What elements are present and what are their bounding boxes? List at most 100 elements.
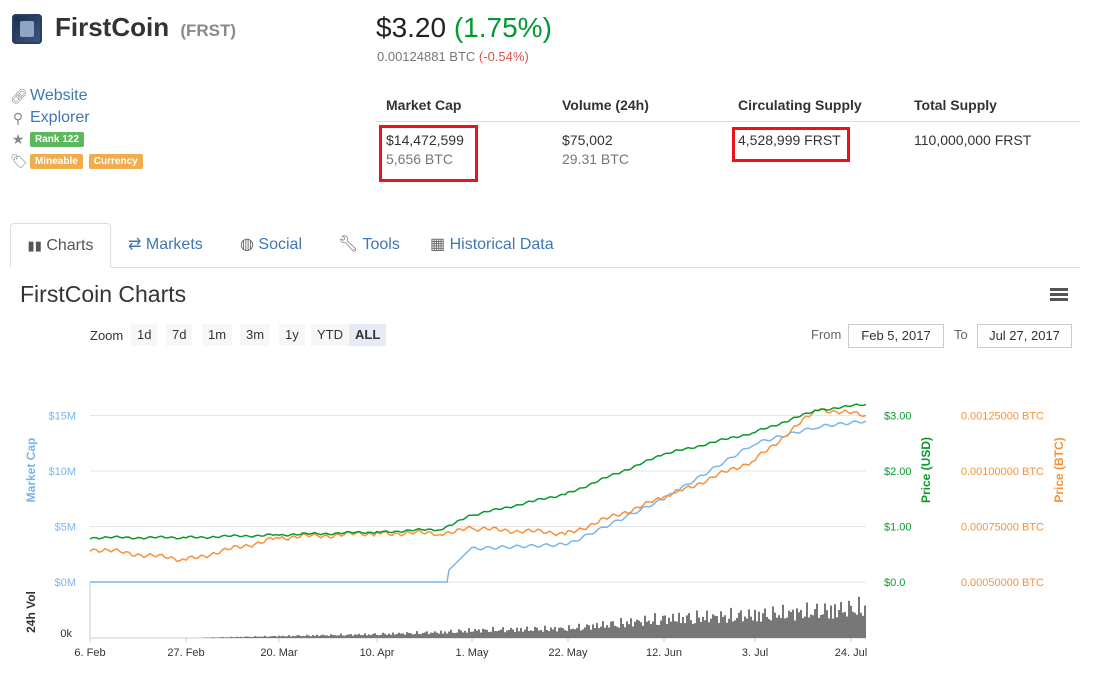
volume-bars bbox=[202, 596, 866, 638]
tab-charts-label[interactable]: Charts bbox=[46, 237, 94, 254]
volume-bar bbox=[802, 618, 804, 638]
zoom-all-button[interactable]: ALL bbox=[349, 324, 387, 346]
menu-icon[interactable] bbox=[1050, 288, 1068, 302]
website-link[interactable]: 🔗︎ Website bbox=[10, 87, 88, 105]
zoom-1d-button[interactable]: 1d bbox=[131, 324, 158, 346]
volume-bar bbox=[278, 635, 280, 638]
volume-bar bbox=[362, 635, 364, 638]
volume-bar bbox=[492, 626, 494, 638]
tab-historical-label[interactable]: Historical Data bbox=[449, 236, 554, 253]
to-date-input[interactable]: Jul 27, 2017 bbox=[977, 324, 1072, 348]
rank-badge: Rank 122 bbox=[30, 132, 84, 147]
volume-bar bbox=[490, 631, 492, 638]
volume-bar bbox=[620, 618, 622, 638]
volume-bar bbox=[232, 637, 234, 638]
zoom-1y-button[interactable]: 1y bbox=[279, 324, 305, 346]
volume-bar bbox=[826, 610, 828, 638]
volume-bar bbox=[808, 617, 810, 638]
volume-bar bbox=[444, 631, 446, 638]
volume-bar bbox=[274, 635, 276, 638]
price-chart: $0M $5M $10M $15M $0.0 $1.00 $2.00 $3.00 0.00050… bbox=[24, 403, 1066, 659]
zoom-3m-button[interactable]: 3m bbox=[240, 324, 271, 346]
explorer-link[interactable]: ⚲ Explorer bbox=[10, 109, 90, 127]
volume-bar bbox=[580, 630, 582, 638]
from-date-input[interactable]: Feb 5, 2017 bbox=[848, 324, 944, 348]
volume-bar bbox=[616, 626, 618, 638]
volume-bar bbox=[292, 636, 294, 638]
volume-btc: 29.31 BTC bbox=[562, 151, 629, 167]
exchange-icon: ⇄ bbox=[128, 236, 142, 253]
volume-bar bbox=[764, 608, 766, 638]
left-axis-tick: $10M bbox=[48, 466, 76, 478]
star-icon: ★ bbox=[11, 131, 25, 147]
stats-table: Market Cap Volume (24h) Circulating Supp… bbox=[376, 88, 1080, 167]
volume-bar bbox=[832, 618, 834, 638]
volume-bar bbox=[782, 604, 784, 638]
website-label[interactable]: Website bbox=[30, 87, 88, 104]
volume-bar bbox=[674, 621, 676, 638]
volume-bar bbox=[348, 634, 350, 638]
header-total-supply: Total Supply bbox=[914, 96, 997, 113]
usd-axis-tick: $1.00 bbox=[884, 522, 912, 534]
volume-bar bbox=[512, 629, 514, 638]
volume-bar bbox=[790, 612, 792, 638]
volume-bar bbox=[514, 631, 516, 638]
volume-bar bbox=[668, 617, 670, 638]
volume-bar bbox=[418, 633, 420, 638]
volume-bar bbox=[470, 631, 472, 638]
volume-bar bbox=[430, 632, 432, 638]
volume-bar bbox=[570, 629, 572, 638]
volume-bar bbox=[316, 634, 318, 638]
tab-social-label[interactable]: Social bbox=[258, 236, 302, 253]
explorer-label[interactable]: Explorer bbox=[30, 109, 90, 126]
volume-bar bbox=[264, 635, 266, 638]
zoom-1m-button[interactable]: 1m bbox=[202, 324, 233, 346]
volume-bar bbox=[508, 629, 510, 638]
x-tick-label: 3. Jul bbox=[742, 647, 768, 659]
volume-bar bbox=[702, 616, 704, 638]
volume-bar bbox=[846, 616, 848, 638]
volume-bar bbox=[522, 631, 524, 638]
zoom-ytd-button[interactable]: YTD bbox=[311, 324, 349, 346]
volume-bar bbox=[694, 623, 696, 638]
volume-bar bbox=[624, 627, 626, 638]
volume-bar bbox=[438, 633, 440, 638]
volume-bar bbox=[262, 636, 264, 638]
volume-bar bbox=[818, 617, 820, 638]
volume-bar bbox=[384, 633, 386, 638]
volume-bar bbox=[800, 609, 802, 638]
volume-bar bbox=[670, 621, 672, 638]
header-volume: Volume (24h) bbox=[562, 96, 649, 113]
volume-bar bbox=[440, 630, 442, 638]
volume-bar bbox=[370, 635, 372, 638]
volume-bar bbox=[618, 627, 620, 638]
tab-tools-label[interactable]: Tools bbox=[362, 236, 400, 253]
tab-social[interactable]: ◍ Social bbox=[240, 223, 302, 266]
tab-historical-data[interactable]: ▦ Historical Data bbox=[430, 223, 554, 266]
volume-bar bbox=[326, 635, 328, 638]
volume-bar bbox=[458, 629, 460, 638]
tab-charts[interactable]: ▮▮ Charts bbox=[10, 223, 111, 268]
volume-bar bbox=[708, 622, 710, 638]
volume-bar bbox=[766, 616, 768, 638]
usd-axis-title: Price (USD) bbox=[919, 437, 933, 503]
zoom-7d-button[interactable]: 7d bbox=[166, 324, 193, 346]
calendar-icon: ▦ bbox=[430, 236, 446, 253]
tab-markets[interactable]: ⇄ Markets bbox=[128, 223, 203, 266]
volume-bar bbox=[500, 629, 502, 638]
volume-bar bbox=[346, 634, 348, 638]
volume-bar bbox=[680, 623, 682, 638]
volume-bar bbox=[338, 635, 340, 638]
btc-axis-tick: 0.00075000 BTC bbox=[961, 522, 1044, 534]
stats-value-row: $14,472,599 5,656 BTC $75,002 29.31 BTC … bbox=[376, 122, 1080, 167]
volume-bar bbox=[486, 629, 488, 638]
volume-bar bbox=[714, 615, 716, 638]
volume-bar bbox=[284, 636, 286, 638]
volume-bar bbox=[394, 634, 396, 638]
tab-tools[interactable]: 🔧︎ Tools bbox=[338, 223, 400, 266]
volume-bar bbox=[722, 616, 724, 638]
search-icon: ⚲ bbox=[12, 109, 24, 126]
volume-bar bbox=[546, 629, 548, 638]
tab-markets-label[interactable]: Markets bbox=[145, 236, 203, 253]
price-usd-value: $3.20 bbox=[376, 12, 447, 43]
